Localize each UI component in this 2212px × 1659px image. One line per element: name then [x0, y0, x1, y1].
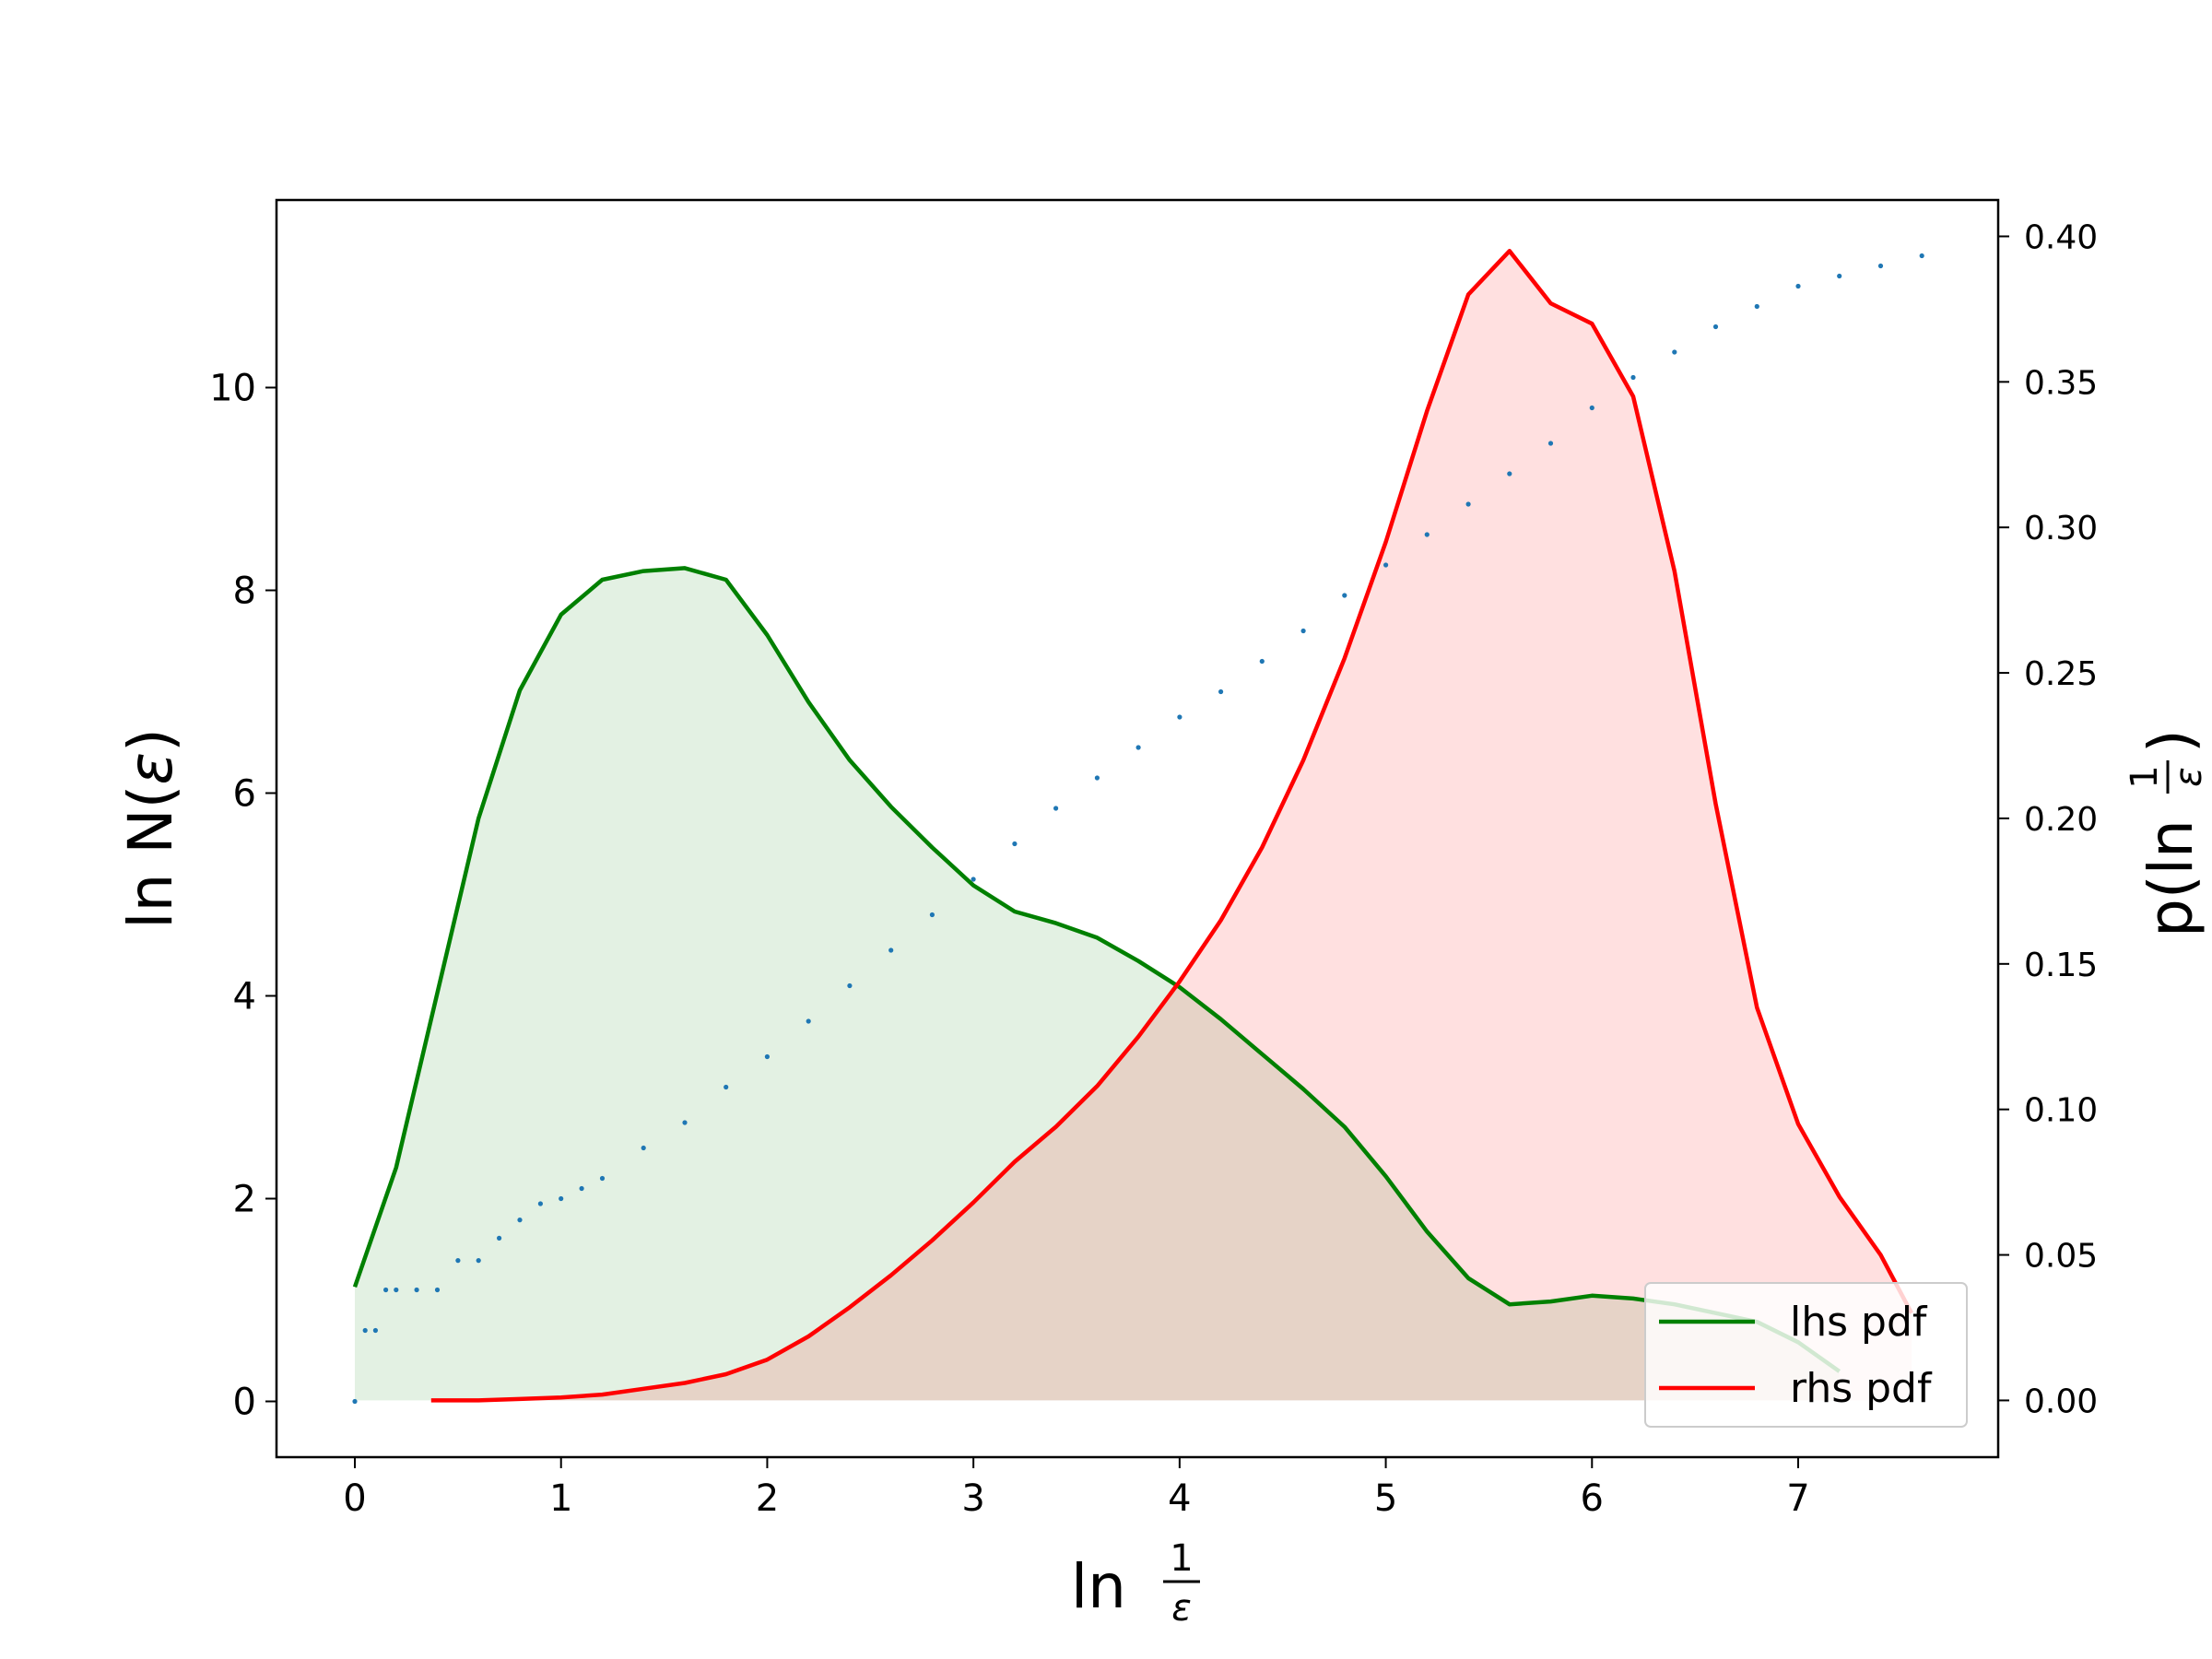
- data-point: [1795, 283, 1801, 289]
- x-tick-label: 3: [961, 1477, 984, 1520]
- data-point: [372, 1327, 378, 1334]
- y-right-axis-title-denominator: ε: [2168, 767, 2210, 787]
- y-right-tick-label: 0.30: [2024, 510, 2098, 547]
- y-right-tick-label: 0.10: [2024, 1092, 2098, 1130]
- data-point: [764, 1053, 771, 1060]
- series-line-lhs-pdf: [352, 566, 1841, 1373]
- y-right-axis-title: p(ln 1 ε ): [2124, 729, 2210, 937]
- x-axis-title-denominator: ε: [1171, 1587, 1192, 1630]
- data-point: [1877, 263, 1884, 269]
- ln-n-points: [352, 253, 1924, 1405]
- pdf-lines: [352, 249, 1913, 1403]
- y-right-tick-label: 0.25: [2024, 655, 2098, 693]
- y-right-axis-ticks: 0.00 0.05 0.10 0.15 0.20 0.25 0.30 0.35 0.40: [1998, 218, 2098, 1420]
- data-point: [1672, 349, 1677, 355]
- x-axis-ticks: 0 1 2 3 4 5 6 7: [343, 1457, 1810, 1520]
- data-point: [1342, 593, 1347, 598]
- data-point: [1053, 806, 1059, 811]
- data-point: [1919, 253, 1924, 259]
- x-tick-label: 7: [1786, 1477, 1809, 1520]
- data-point: [579, 1185, 584, 1192]
- y-right-axis-title-suffix: ): [2136, 729, 2206, 753]
- y-left-axis-ticks: 0 2 4 6 8 10: [209, 368, 276, 1424]
- data-point: [476, 1258, 481, 1264]
- y-right-tick-label: 0.00: [2024, 1382, 2098, 1420]
- data-point: [847, 982, 853, 989]
- data-point: [537, 1201, 544, 1206]
- data-point: [1837, 273, 1842, 279]
- data-point: [1547, 441, 1554, 446]
- data-point: [1218, 688, 1224, 695]
- x-tick-label: 0: [343, 1477, 366, 1520]
- y-left-tick-label: 8: [233, 571, 256, 613]
- data-point: [971, 877, 976, 882]
- data-point: [362, 1327, 368, 1334]
- y-left-tick-label: 4: [233, 976, 256, 1018]
- data-point: [1630, 374, 1636, 381]
- data-point: [352, 1398, 358, 1405]
- x-tick-label: 4: [1168, 1477, 1191, 1520]
- data-point: [641, 1145, 646, 1151]
- x-axis-title-prefix: ln: [1071, 1551, 1126, 1622]
- data-point: [1465, 501, 1471, 507]
- data-point: [1589, 405, 1594, 411]
- data-point: [497, 1235, 502, 1241]
- data-point: [1094, 775, 1100, 781]
- data-point: [724, 1084, 729, 1090]
- x-tick-label: 6: [1581, 1477, 1604, 1520]
- series-fill-lhs-pdf: [355, 568, 1840, 1401]
- x-axis-title-numerator: 1: [1170, 1537, 1193, 1580]
- series-line-rhs-pdf: [430, 249, 1913, 1403]
- data-point: [1383, 562, 1389, 568]
- data-point: [517, 1218, 523, 1223]
- y-right-axis-title-prefix: p(ln: [2136, 819, 2206, 937]
- data-point: [806, 1018, 811, 1024]
- data-point: [1712, 324, 1719, 330]
- data-point: [394, 1287, 399, 1293]
- y-right-tick-label: 0.20: [2024, 801, 2098, 839]
- y-right-tick-label: 0.40: [2024, 218, 2098, 256]
- data-point: [1300, 628, 1306, 634]
- data-point: [1177, 714, 1182, 720]
- data-point: [599, 1175, 606, 1182]
- data-point: [1507, 471, 1512, 477]
- data-point: [888, 947, 894, 953]
- x-tick-label: 2: [756, 1477, 779, 1520]
- data-point: [1135, 745, 1141, 750]
- y-right-axis-title-numerator: 1: [2124, 765, 2166, 788]
- data-point: [1259, 658, 1265, 665]
- y-right-tick-label: 0.05: [2024, 1238, 2098, 1276]
- y-left-tick-label: 6: [233, 773, 256, 816]
- x-tick-label: 1: [549, 1477, 572, 1520]
- plot-frame: [275, 198, 2000, 1459]
- data-point: [383, 1287, 389, 1293]
- y-left-tick-label: 10: [209, 368, 256, 410]
- series-fill-rhs-pdf: [430, 251, 1912, 1401]
- y-left-tick-label: 2: [233, 1179, 256, 1221]
- data-point: [929, 912, 935, 918]
- data-point: [559, 1195, 564, 1202]
- data-point: [1012, 841, 1018, 847]
- x-axis-title: ln 1 ε: [1071, 1537, 1200, 1630]
- y-right-tick-label: 0.35: [2024, 364, 2098, 402]
- data-point: [455, 1258, 461, 1264]
- data-point: [1424, 532, 1430, 537]
- data-point: [682, 1120, 688, 1125]
- y-left-axis-title: ln N(ε): [115, 728, 186, 929]
- data-point: [1754, 303, 1759, 310]
- data-point: [434, 1287, 441, 1293]
- legend: lhs pdf rhs pdf: [1644, 1282, 1968, 1428]
- y-left-tick-label: 0: [233, 1382, 256, 1424]
- legend-label-rhs: rhs pdf: [1790, 1365, 1933, 1412]
- legend-label-lhs: lhs pdf: [1790, 1299, 1928, 1346]
- pdf-fills: [355, 251, 1912, 1401]
- y-right-tick-label: 0.15: [2024, 947, 2098, 984]
- x-tick-label: 5: [1374, 1477, 1397, 1520]
- legend-box: [1644, 1282, 1968, 1428]
- data-point: [414, 1287, 419, 1293]
